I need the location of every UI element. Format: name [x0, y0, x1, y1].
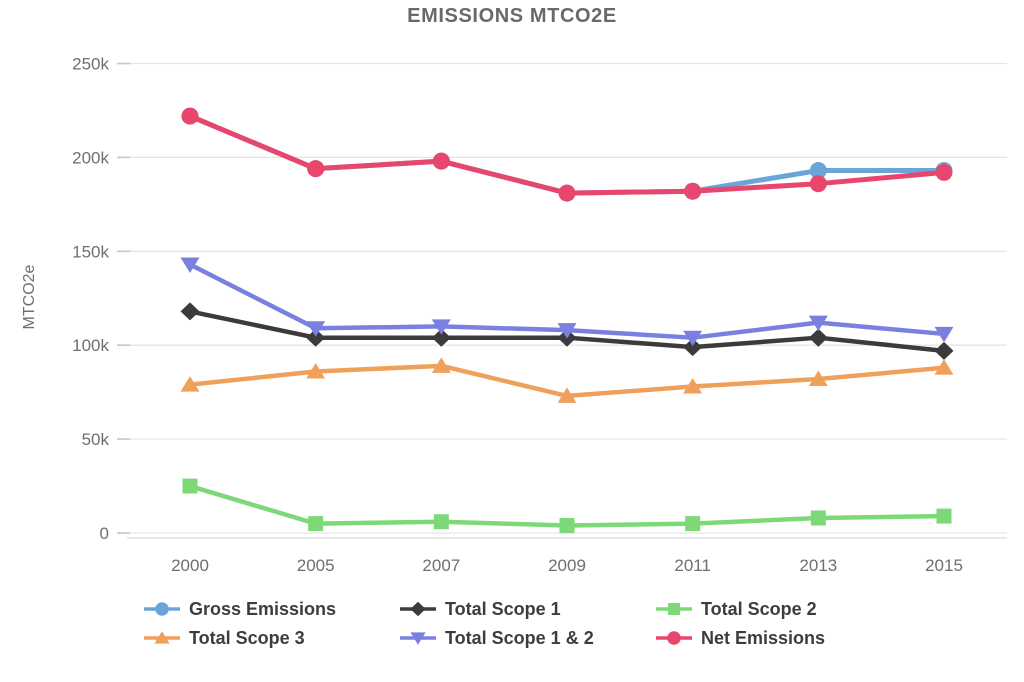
x-tick-label: 2013 — [799, 556, 837, 575]
x-tick-label: 2005 — [297, 556, 335, 575]
legend-item-total-scope-3[interactable]: Total Scope 3 — [142, 625, 398, 651]
data-point-total-scope-1-2[interactable] — [808, 315, 828, 332]
legend-marker-shape — [667, 631, 681, 645]
chart-legend: Gross Emissions Total Scope 1 Total Scope … — [142, 596, 890, 651]
data-point-total-scope-2[interactable] — [810, 510, 826, 526]
data-point-total-scope-2[interactable] — [182, 478, 198, 494]
data-point-total-scope-3[interactable] — [306, 362, 326, 379]
legend-marker-circle-icon — [144, 602, 180, 616]
data-point-total-scope-2[interactable] — [433, 514, 449, 530]
data-point-total-scope-3[interactable] — [934, 359, 954, 375]
data-point-total-scope-1[interactable] — [431, 328, 451, 347]
legend-marker-shape — [154, 631, 170, 644]
data-point-net-emissions[interactable] — [558, 184, 576, 202]
y-tick-label: 50k — [82, 430, 110, 449]
y-tick-label: 150k — [72, 242, 109, 261]
data-point-total-scope-2[interactable] — [936, 508, 952, 524]
legend-marker-square-icon — [656, 603, 692, 615]
data-point-total-scope-2[interactable] — [559, 517, 575, 533]
x-tick-label: 2000 — [171, 556, 209, 575]
legend-item-total-scope-1[interactable]: Total Scope 1 — [398, 596, 654, 622]
y-tick-label: 250k — [72, 55, 109, 74]
legend-item-gross-emissions[interactable]: Gross Emissions — [142, 596, 398, 622]
data-point-total-scope-1-2[interactable] — [934, 326, 954, 343]
data-point-gross-emissions[interactable] — [809, 162, 827, 180]
data-point-total-scope-3[interactable] — [557, 387, 577, 403]
legend-label: Total Scope 3 — [189, 628, 305, 648]
x-tick-label: 2007 — [422, 556, 460, 575]
data-point-net-emissions[interactable] — [307, 160, 325, 178]
legend-item-total-scope-1-2[interactable]: Total Scope 1 & 2 — [398, 625, 654, 651]
legend-item-total-scope-2[interactable]: Total Scope 2 — [654, 596, 890, 622]
data-point-total-scope-3[interactable] — [431, 357, 451, 373]
legend-marker-circle-icon — [656, 631, 692, 645]
legend-marker-shape — [410, 632, 426, 645]
legend-marker-shape — [668, 603, 680, 615]
legend-marker-shape — [410, 601, 426, 617]
chart-title: EMISSIONS MTCO2E — [407, 5, 617, 27]
legend-label: Total Scope 2 — [701, 599, 817, 619]
data-point-total-scope-1-2[interactable] — [180, 257, 200, 273]
y-tick-label: 200k — [72, 148, 109, 167]
y-tick-label: 100k — [72, 336, 109, 355]
data-point-total-scope-1-2[interactable] — [306, 321, 326, 337]
legend-marker-shape — [155, 602, 169, 616]
legend-marker-triangle-up-icon — [144, 631, 180, 644]
data-point-net-emissions[interactable] — [181, 107, 199, 125]
data-point-total-scope-1[interactable] — [180, 302, 200, 321]
data-point-total-scope-1[interactable] — [683, 338, 703, 357]
y-tick-label: 0 — [100, 524, 109, 543]
data-point-total-scope-2[interactable] — [308, 516, 324, 532]
data-point-total-scope-1-2[interactable] — [431, 319, 451, 335]
data-point-total-scope-1-2[interactable] — [683, 330, 703, 347]
data-point-total-scope-2[interactable] — [685, 516, 701, 532]
data-point-total-scope-1-2[interactable] — [557, 323, 577, 339]
data-point-total-scope-3[interactable] — [180, 376, 200, 392]
legend-label: Total Scope 1 — [445, 599, 561, 619]
x-tick-label: 2011 — [674, 556, 711, 575]
legend-label: Total Scope 1 & 2 — [445, 628, 594, 648]
legend-label: Net Emissions — [701, 628, 826, 648]
series-line-net-emissions — [187, 113, 947, 196]
legend-marker-triangle-down-icon — [400, 632, 436, 645]
data-point-net-emissions[interactable] — [684, 182, 702, 200]
legend-label: Gross Emissions — [189, 599, 337, 619]
data-point-net-emissions[interactable] — [935, 163, 953, 181]
data-point-net-emissions[interactable] — [432, 152, 450, 170]
legend-item-net-emissions[interactable]: Net Emissions — [654, 625, 890, 651]
data-point-total-scope-3[interactable] — [808, 370, 828, 387]
data-point-total-scope-1[interactable] — [306, 328, 326, 347]
data-point-net-emissions[interactable] — [809, 175, 827, 193]
x-tick-label: 2015 — [925, 556, 963, 575]
data-point-total-scope-1[interactable] — [808, 328, 828, 347]
x-tick-label: 2009 — [548, 556, 586, 575]
data-point-total-scope-3[interactable] — [683, 378, 703, 394]
legend-marker-diamond-icon — [400, 601, 436, 617]
data-point-total-scope-1[interactable] — [934, 341, 954, 360]
